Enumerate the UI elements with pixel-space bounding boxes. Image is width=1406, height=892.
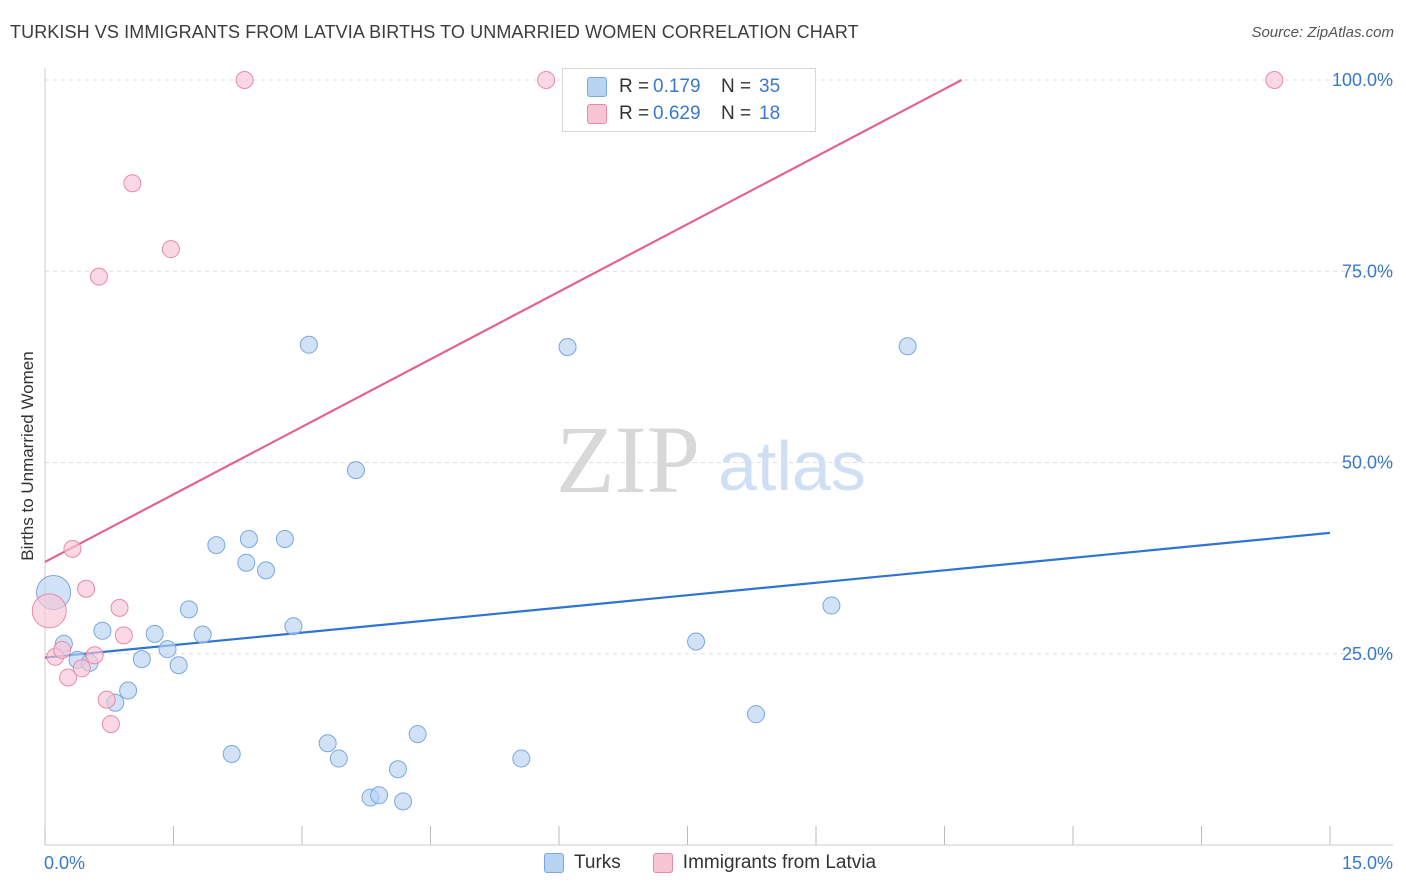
legend-row-turks: R = 0.179 N = 35 [587, 74, 780, 100]
point-turks-30 [558, 337, 577, 356]
y-tick-label-2: 75.0% [1342, 261, 1393, 281]
point-turks-21 [318, 734, 337, 753]
point-turks-29 [512, 749, 531, 768]
point-turks-17 [257, 561, 276, 580]
latvia-n-label: N = [721, 103, 752, 124]
point-latvia-15 [235, 71, 254, 89]
data-points [31, 71, 1284, 811]
point-turks-23 [346, 461, 365, 480]
turks-r-label: R = [619, 76, 650, 97]
latvia-legend-label: Immigrants from Latvia [682, 852, 877, 873]
point-turks-26 [388, 760, 407, 779]
point-turks-7 [132, 650, 151, 669]
legend-row-latvia: R = 0.629 N = 18 [587, 101, 780, 127]
point-turks-14 [222, 744, 241, 763]
point-latvia-17 [1265, 71, 1284, 89]
point-latvia-7 [85, 646, 104, 665]
point-turks-8 [145, 624, 164, 643]
point-turks-12 [193, 625, 212, 644]
point-turks-18 [275, 530, 294, 548]
y-tick-label-3: 100.0% [1332, 70, 1393, 90]
turks-n-label: N = [721, 76, 752, 97]
point-turks-20 [299, 335, 318, 354]
latvia-legend-swatch [652, 853, 673, 873]
point-latvia-0 [31, 593, 67, 629]
watermark-zip: ZIP [556, 406, 700, 513]
point-turks-22 [329, 749, 348, 768]
point-turks-11 [179, 600, 198, 619]
point-turks-9 [158, 640, 177, 659]
point-turks-25 [370, 786, 389, 805]
turks-n-value: 35 [759, 76, 781, 97]
chart-title: TURKISH VS IMMIGRANTS FROM LATVIA BIRTHS… [10, 22, 859, 42]
point-turks-10 [169, 656, 188, 675]
x-tick-label-end: 15.0% [1342, 853, 1393, 873]
axes [44, 68, 1393, 846]
point-turks-31 [687, 632, 706, 651]
latvia-swatch [587, 104, 607, 124]
legend-item-turks[interactable]: Turks [544, 852, 621, 874]
watermark: ZIP atlas [556, 406, 866, 513]
point-turks-13 [207, 536, 226, 555]
point-latvia-9 [97, 690, 116, 709]
watermark-atlas: atlas [718, 427, 866, 505]
turks-legend-swatch [544, 853, 564, 873]
point-latvia-16 [537, 71, 556, 89]
point-latvia-6 [77, 579, 96, 598]
turks-r-value: 0.179 [653, 76, 701, 97]
point-latvia-12 [114, 626, 133, 645]
source-label: Source: ZipAtlas.com [1251, 24, 1394, 41]
point-turks-4 [93, 621, 112, 640]
point-turks-16 [239, 530, 258, 548]
series-legend: Turks Immigrants from Latvia [544, 852, 908, 874]
point-latvia-11 [110, 598, 129, 617]
stats-legend: R = 0.179 N = 35 R = 0.629 N = 18 [562, 68, 816, 132]
turks-swatch [587, 77, 607, 97]
trend-line-latvia [44, 79, 963, 563]
point-turks-34 [898, 337, 917, 356]
point-turks-28 [408, 725, 427, 744]
latvia-r-label: R = [619, 103, 650, 124]
trend-line-turks [44, 531, 1331, 659]
point-turks-15 [237, 553, 256, 572]
point-turks-32 [747, 705, 766, 724]
point-turks-33 [822, 596, 841, 615]
trend-lines [44, 79, 1331, 659]
latvia-n-value: 18 [759, 103, 781, 124]
y-tick-labels: 25.0% 50.0% 75.0% 100.0% [1332, 70, 1393, 664]
point-turks-19 [284, 617, 303, 636]
point-turks-6 [119, 681, 138, 700]
x-tick-label-start: 0.0% [44, 853, 85, 873]
turks-legend-label: Turks [574, 852, 621, 873]
point-latvia-2 [53, 640, 72, 659]
point-latvia-4 [63, 539, 82, 558]
y-tick-label-1: 50.0% [1342, 453, 1393, 473]
x-tick-labels: 0.0% 15.0% [44, 853, 1393, 873]
point-latvia-8 [89, 267, 108, 286]
point-latvia-13 [123, 174, 142, 193]
legend-item-latvia[interactable]: Immigrants from Latvia [652, 852, 877, 874]
y-tick-label-0: 25.0% [1342, 644, 1393, 664]
point-latvia-14 [161, 240, 180, 259]
point-latvia-3 [59, 668, 78, 687]
point-turks-27 [394, 792, 413, 811]
point-latvia-5 [72, 659, 91, 678]
point-latvia-10 [101, 715, 120, 734]
latvia-r-value: 0.629 [653, 103, 701, 124]
